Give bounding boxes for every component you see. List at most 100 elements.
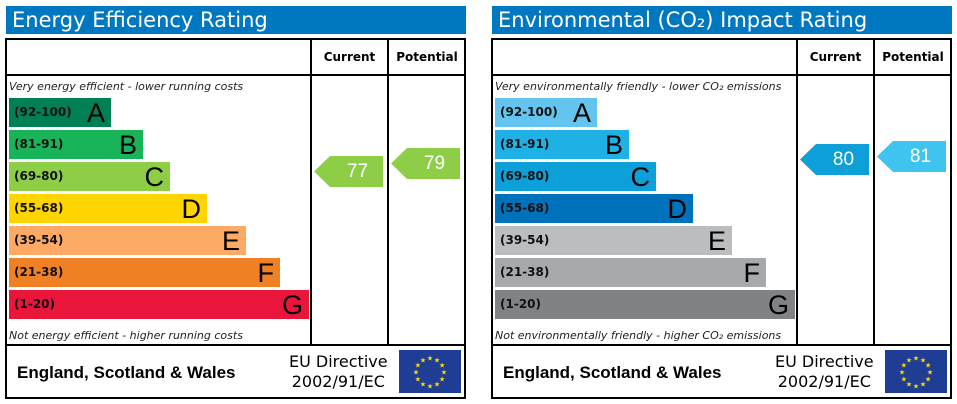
svg-text:★: ★ [427,383,433,391]
rating-value: 80 [832,149,855,171]
band-bar-g: (1-20) G [495,290,795,320]
header-divider [5,74,466,76]
band-range: (81-91) [500,137,550,151]
band-letter: A [572,98,591,128]
column-divider [387,38,389,346]
band-bar-a: (92-100) A [495,98,597,128]
band-letter: A [86,98,105,128]
band-letter: F [257,258,275,288]
rating-arrow-potential: 81 [877,140,946,172]
band-range: (39-54) [14,233,64,247]
column-divider [796,38,798,346]
eu-flag-icon: ★ ★ ★ ★ ★ ★ ★ ★ ★ ★ ★ ★ [399,350,461,393]
band-bar-d: (55-68) D [9,194,207,224]
band-bar-a: (92-100) A [9,98,111,128]
column-header-potential: Potential [882,50,944,64]
svg-text:★: ★ [925,362,931,370]
band-bar-c: (69-80) C [9,162,170,192]
band-bar-b: (81-91) B [9,130,143,160]
band-letter: D [181,194,202,224]
band-letter: C [144,162,165,192]
rating-value: 81 [909,145,932,167]
chart-title: Energy Efficiency Rating [6,6,466,34]
band-bar-f: (21-38) F [495,258,766,288]
top-note: Very energy efficient - lower running co… [9,80,244,93]
band-letter: B [118,130,137,160]
column-divider [310,38,312,346]
band-range: (55-68) [14,201,64,215]
header-divider [491,74,952,76]
footer-directive: EU Directive 2002/91/EC [775,352,874,392]
footer-divider [5,344,466,346]
svg-text:★: ★ [434,356,440,364]
directive-name: EU Directive [289,352,388,371]
band-range: (92-100) [14,105,72,119]
svg-text:★: ★ [906,356,912,364]
environmental-impact-panel: Environmental (CO₂) Impact Rating Current… [491,0,953,404]
band-bar-b: (81-91) B [495,130,629,160]
svg-text:★: ★ [434,381,440,389]
svg-text:★: ★ [413,369,419,377]
band-range: (39-54) [500,233,550,247]
band-range: (1-20) [500,297,541,311]
band-range: (69-80) [14,169,64,183]
svg-text:★: ★ [441,369,447,377]
rating-value: 79 [423,153,446,175]
band-range: (69-80) [500,169,550,183]
band-bar-e: (39-54) E [495,226,732,256]
svg-text:★: ★ [427,355,433,363]
svg-text:★: ★ [913,383,919,391]
directive-number: 2002/91/EC [777,372,871,391]
svg-text:★: ★ [420,356,426,364]
svg-text:★: ★ [927,369,933,377]
band-letter: D [667,194,688,224]
bottom-note: Not energy efficient - higher running co… [9,329,243,342]
svg-text:★: ★ [906,381,912,389]
svg-text:★: ★ [439,376,445,384]
chart-frame [491,38,952,399]
band-bar-c: (69-80) C [495,162,656,192]
directive-name: EU Directive [775,352,874,371]
svg-text:★: ★ [920,356,926,364]
band-letter: E [707,226,726,256]
footer-divider [491,344,952,346]
bottom-note: Not environmentally friendly - higher CO… [495,329,782,342]
band-range: (21-38) [14,265,64,279]
footer-region: England, Scotland & Wales [17,363,236,382]
band-range: (21-38) [500,265,550,279]
band-bar-f: (21-38) F [9,258,280,288]
column-header-current: Current [323,50,376,64]
directive-number: 2002/91/EC [291,372,385,391]
svg-text:★: ★ [415,376,421,384]
band-bar-d: (55-68) D [495,194,693,224]
band-letter: B [604,130,623,160]
eu-flag-icon: ★ ★ ★ ★ ★ ★ ★ ★ ★ ★ ★ ★ [885,350,947,393]
chart-title: Environmental (CO₂) Impact Rating [492,6,952,34]
band-letter: G [767,290,789,320]
band-letter: G [281,290,303,320]
band-letter: C [630,162,651,192]
chart-frame [5,38,466,399]
svg-text:★: ★ [901,376,907,384]
footer-directive: EU Directive 2002/91/EC [289,352,388,392]
svg-text:★: ★ [913,355,919,363]
top-note: Very environmentally friendly - lower CO… [495,80,782,93]
column-divider [873,38,875,346]
svg-text:★: ★ [439,362,445,370]
svg-text:★: ★ [901,362,907,370]
band-letter: E [221,226,240,256]
band-bar-g: (1-20) G [9,290,309,320]
footer-region: England, Scotland & Wales [503,363,722,382]
band-range: (81-91) [14,137,64,151]
rating-value: 77 [346,160,369,182]
column-header-potential: Potential [396,50,458,64]
rating-arrow-current: 77 [314,155,383,187]
band-range: (1-20) [14,297,55,311]
band-range: (55-68) [500,201,550,215]
band-bar-e: (39-54) E [9,226,246,256]
svg-text:★: ★ [415,362,421,370]
rating-arrow-potential: 79 [391,148,460,180]
svg-text:★: ★ [899,369,905,377]
svg-text:★: ★ [420,381,426,389]
column-header-current: Current [809,50,862,64]
